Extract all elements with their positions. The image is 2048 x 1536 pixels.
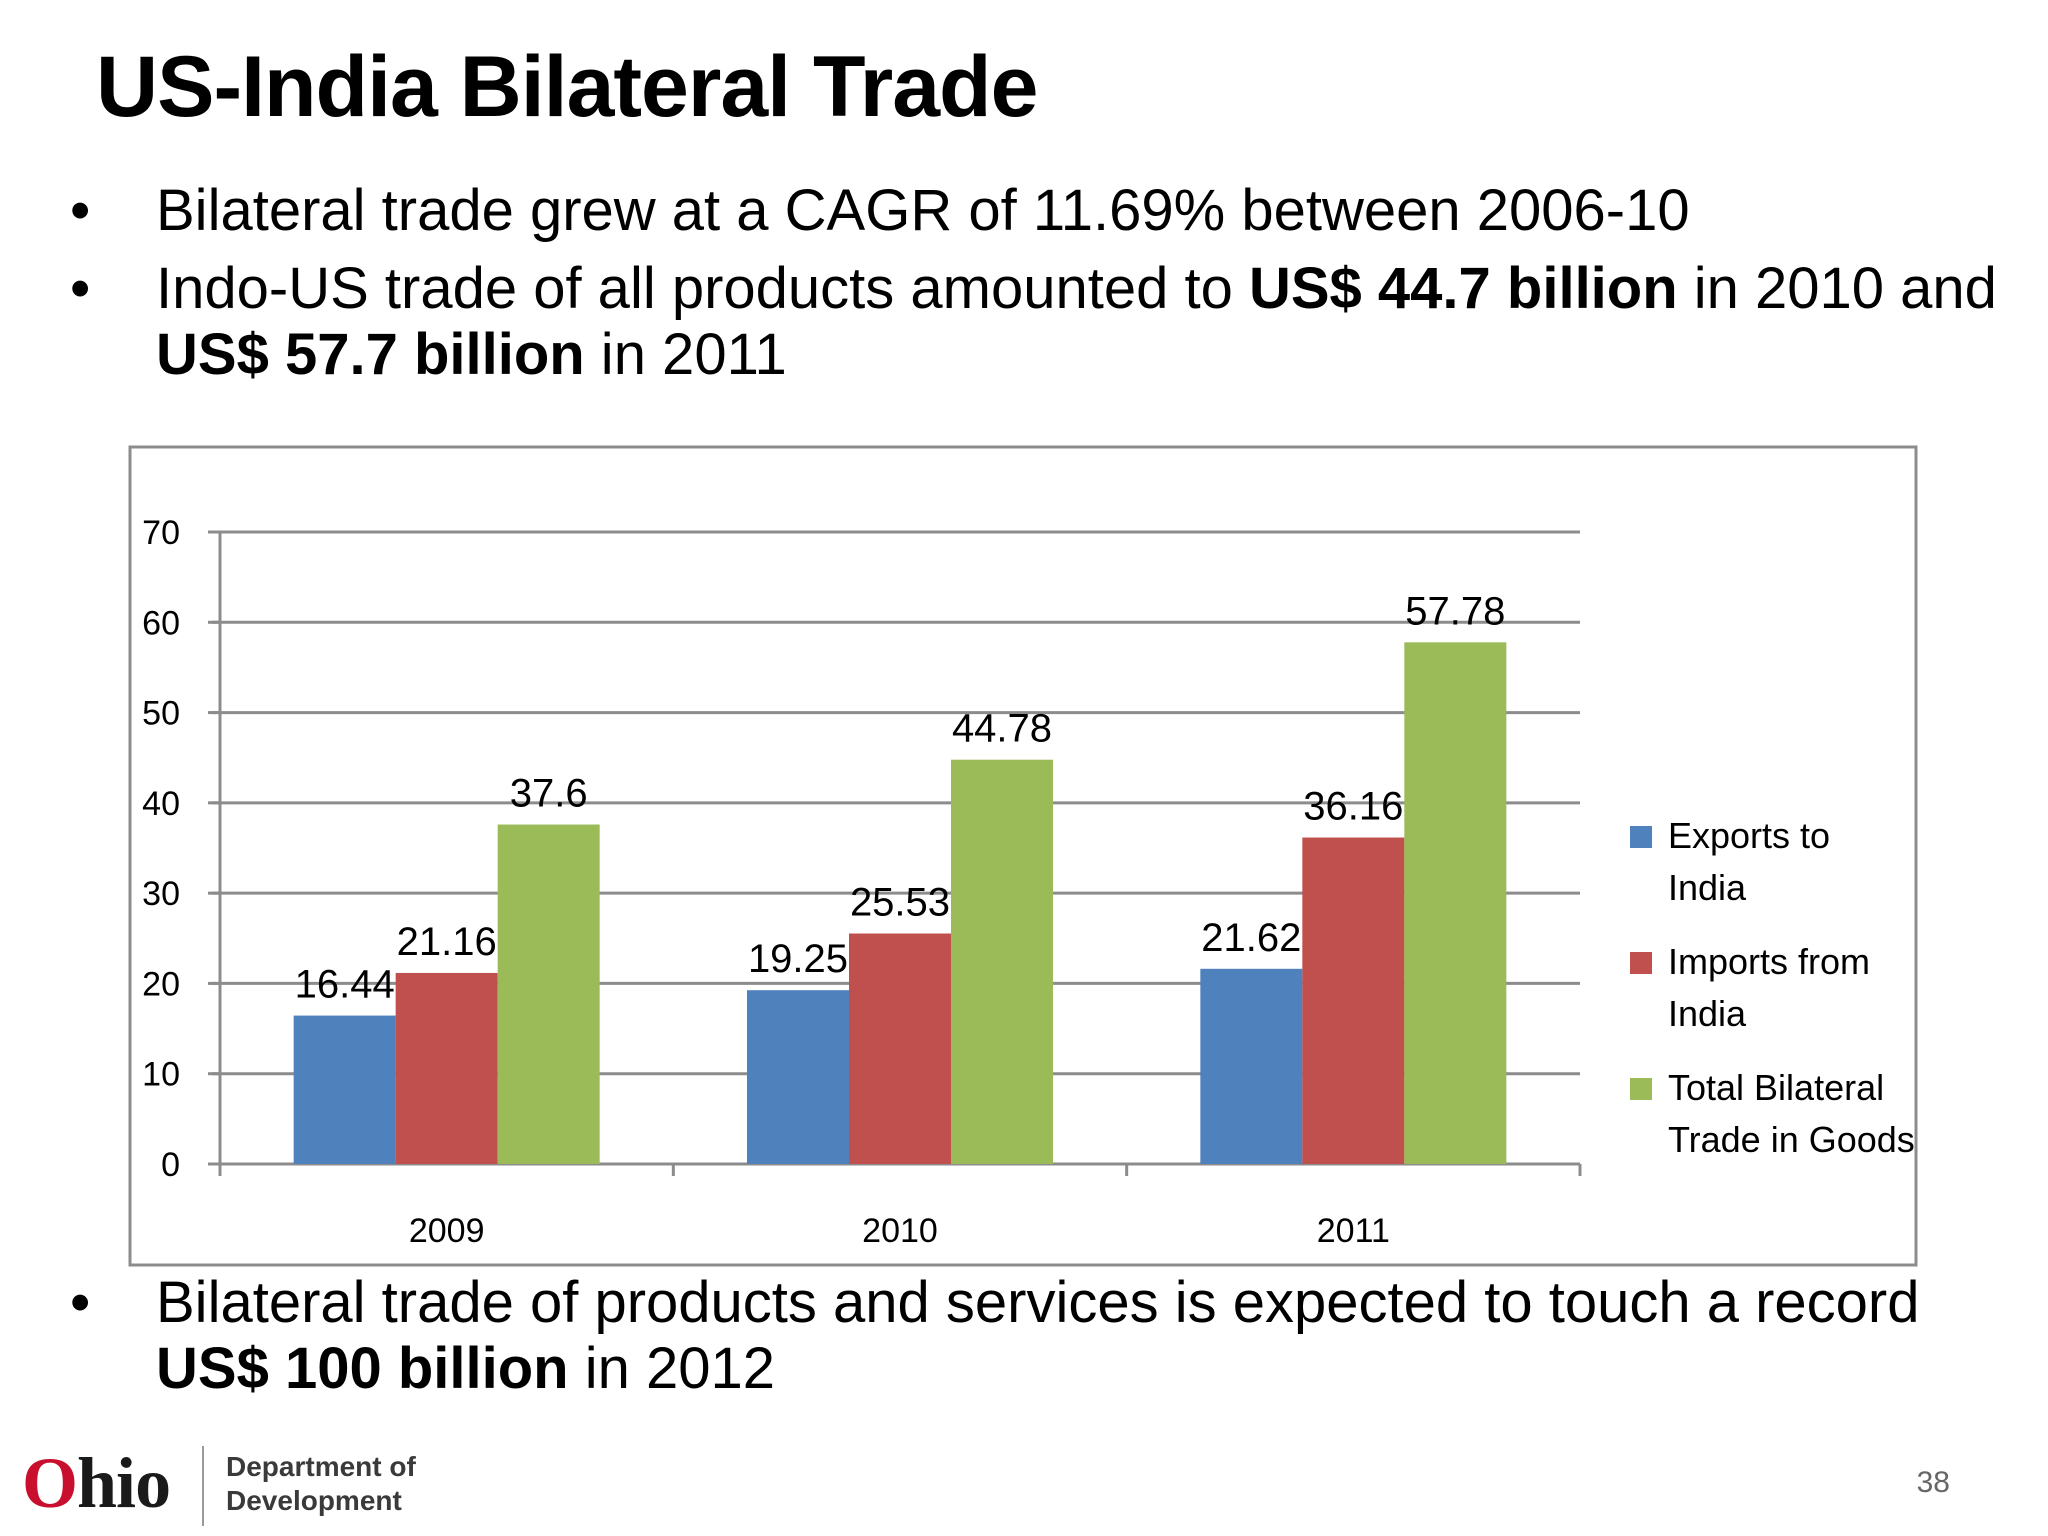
bullet-point: • bbox=[70, 178, 91, 243]
bullet-text-part: in 2010 and bbox=[1677, 256, 1997, 321]
department-line-2: Development bbox=[226, 1485, 402, 1516]
y-tick-label: 40 bbox=[142, 785, 180, 823]
bullet-text-part: in 2011 bbox=[584, 322, 787, 387]
bullet-point: • bbox=[70, 256, 91, 321]
department-line-1: Department of bbox=[226, 1451, 416, 1482]
data-label: 16.44 bbox=[295, 963, 395, 1007]
bar-2011-series-3 bbox=[1404, 642, 1507, 1164]
department-name: Department of Development bbox=[226, 1450, 416, 1518]
bullet-text-part: Bilateral trade of products and services… bbox=[156, 1270, 1920, 1335]
legend-label: Exports to bbox=[1668, 815, 1830, 856]
y-tick-label: 30 bbox=[142, 875, 180, 913]
data-label: 21.16 bbox=[397, 920, 497, 964]
bar-2010-series-2 bbox=[849, 933, 951, 1164]
legend-swatch bbox=[1630, 826, 1652, 848]
data-label: 25.53 bbox=[850, 881, 950, 925]
y-tick-label: 10 bbox=[142, 1056, 180, 1094]
bar-2009-series-3 bbox=[497, 824, 600, 1164]
legend-label: India bbox=[1668, 993, 1747, 1034]
bullet-forecast: • Bilateral trade of products and servic… bbox=[70, 1270, 2010, 1402]
ohio-wordmark-rest: hio bbox=[77, 1443, 171, 1523]
y-tick-label: 50 bbox=[142, 695, 180, 733]
bar-2011-series-1 bbox=[1200, 968, 1303, 1164]
bullet-text-part: in 2012 bbox=[568, 1336, 775, 1401]
logo-divider bbox=[202, 1446, 204, 1526]
y-tick-label: 20 bbox=[142, 965, 180, 1003]
ohio-wordmark-o: O bbox=[22, 1443, 78, 1523]
legend-swatch bbox=[1630, 952, 1652, 974]
x-tick-label: 2010 bbox=[862, 1212, 938, 1250]
page-number: 38 bbox=[1916, 1466, 1950, 1499]
data-label: 21.62 bbox=[1201, 916, 1301, 960]
legend-label: India bbox=[1668, 867, 1747, 908]
y-tick-label: 0 bbox=[161, 1146, 180, 1184]
data-label: 37.6 bbox=[510, 772, 588, 816]
data-label: 19.25 bbox=[748, 937, 848, 981]
bullet-trade-amount: • Indo-US trade of all products amounted… bbox=[70, 256, 2010, 388]
data-label: 36.16 bbox=[1303, 785, 1403, 829]
bar-2009-series-1 bbox=[293, 1015, 396, 1164]
bullet-bold-2010: US$ 44.7 billion bbox=[1248, 256, 1678, 321]
bullet-point: • bbox=[70, 1270, 91, 1335]
ohio-department-logo: Ohio Department of Development bbox=[22, 1440, 452, 1530]
legend-swatch bbox=[1630, 1078, 1652, 1100]
bullet-bold-2011: US$ 57.7 billion bbox=[156, 322, 585, 387]
slide-title: US-India Bilateral Trade bbox=[96, 39, 1038, 135]
x-tick-label: 2011 bbox=[1317, 1212, 1390, 1250]
data-label: 44.78 bbox=[952, 707, 1052, 751]
ohio-wordmark: Ohio bbox=[22, 1442, 171, 1525]
bar-2010-series-1 bbox=[747, 990, 849, 1164]
bullet-text: Bilateral trade grew at a CAGR of 11.69%… bbox=[156, 178, 1690, 243]
data-label: 57.78 bbox=[1405, 589, 1505, 633]
bar-2011-series-2 bbox=[1302, 837, 1405, 1164]
x-tick-label: 2009 bbox=[409, 1212, 485, 1250]
bullet-text-part: Indo-US trade of all products amounted t… bbox=[156, 256, 1249, 321]
bullet-bold-forecast: US$ 100 billion bbox=[156, 1336, 569, 1401]
bar-2009-series-2 bbox=[395, 972, 498, 1164]
legend-label: Total Bilateral bbox=[1668, 1067, 1884, 1108]
bar-2010-series-3 bbox=[951, 759, 1053, 1164]
legend-label: Imports from bbox=[1668, 941, 1870, 982]
y-tick-label: 60 bbox=[142, 604, 180, 642]
legend-label: Trade in Goods bbox=[1668, 1119, 1915, 1160]
y-tick-label: 70 bbox=[142, 514, 180, 552]
bullet-cagr: • Bilateral trade grew at a CAGR of 11.6… bbox=[70, 178, 2010, 244]
